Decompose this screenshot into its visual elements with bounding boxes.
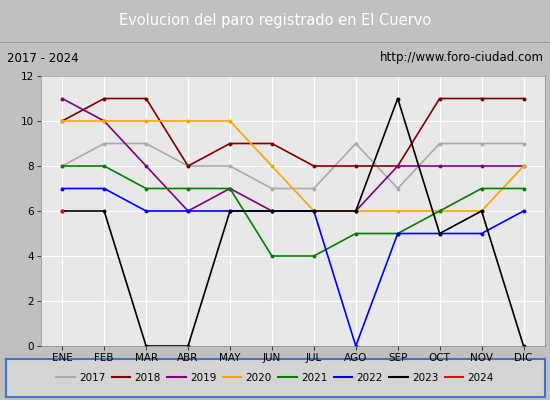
Text: http://www.foro-ciudad.com: http://www.foro-ciudad.com	[379, 52, 543, 64]
Text: 2017 - 2024: 2017 - 2024	[7, 52, 78, 64]
Text: Evolucion del paro registrado en El Cuervo: Evolucion del paro registrado en El Cuer…	[119, 14, 431, 28]
Legend: 2017, 2018, 2019, 2020, 2021, 2022, 2023, 2024: 2017, 2018, 2019, 2020, 2021, 2022, 2023…	[52, 369, 498, 387]
